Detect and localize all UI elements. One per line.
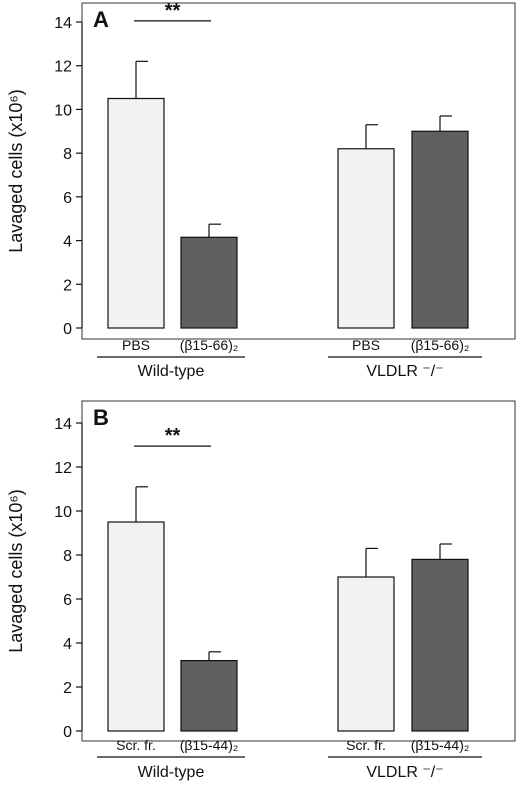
category-label: Scr. fr.	[116, 737, 156, 753]
category-label: PBS	[352, 337, 380, 353]
y-tick-label: 0	[63, 724, 72, 741]
panel-label: A	[93, 7, 109, 32]
y-tick-label: 6	[63, 592, 72, 609]
panel-a: Lavaged cells (x10⁶) A 0 2 4 6 8 10 12 14 PBS (β1…	[6, 0, 516, 380]
bar	[180, 659, 238, 732]
category-label: (β15-44)₂	[411, 737, 470, 753]
group-label: Wild-type	[138, 764, 205, 781]
y-tick-label: 2	[63, 680, 72, 697]
bar	[180, 236, 238, 329]
y-tick-label: 12	[54, 59, 72, 76]
y-tick-label: 14	[54, 15, 72, 32]
category-label: (β15-44)₂	[180, 737, 239, 753]
group-label: Wild-type	[138, 363, 205, 380]
significance-label: **	[165, 0, 181, 22]
bar	[411, 558, 469, 732]
y-axis-label: Lavaged cells (x10⁶)	[6, 89, 26, 253]
y-tick-label: 10	[54, 102, 72, 119]
category-label: (β15-66)₂	[411, 337, 470, 353]
y-tick-label: 4	[63, 636, 72, 653]
y-tick-label: 14	[54, 416, 72, 433]
category-label: (β15-66)₂	[180, 337, 239, 353]
bar	[411, 130, 469, 329]
significance-label: **	[165, 425, 181, 447]
panel-b: Lavaged cells (x10⁶) B 0 2 4 6 8 10 12 14 Scr. f…	[6, 400, 516, 781]
y-tick-label: 8	[63, 146, 72, 163]
y-axis-label: Lavaged cells (x10⁶)	[6, 489, 26, 653]
bar	[107, 97, 165, 329]
y-tick-label: 8	[63, 548, 72, 565]
group-label: VLDLR ⁻/⁻	[366, 363, 443, 380]
bar	[337, 148, 395, 329]
group-label: VLDLR ⁻/⁻	[366, 764, 443, 781]
category-label: Scr. fr.	[346, 737, 386, 753]
y-tick-label: 4	[63, 234, 72, 251]
y-tick-label: 6	[63, 190, 72, 207]
y-tick-label: 2	[63, 277, 72, 294]
bar	[337, 576, 395, 732]
panel-label: B	[93, 405, 109, 430]
category-label: PBS	[122, 337, 150, 353]
y-tick-label: 12	[54, 460, 72, 477]
bar	[107, 521, 165, 732]
y-tick-label: 0	[63, 321, 72, 338]
y-tick-label: 10	[54, 504, 72, 521]
